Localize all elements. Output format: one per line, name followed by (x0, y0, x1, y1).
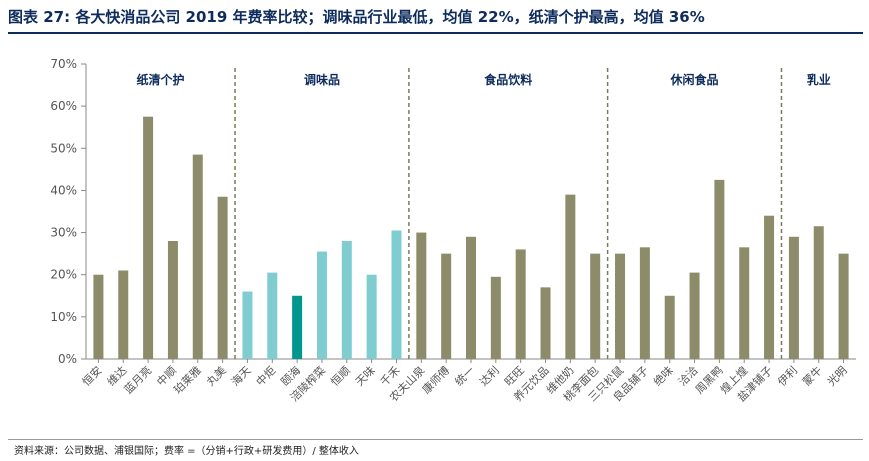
title-divider (8, 32, 863, 34)
bar (118, 270, 129, 359)
group-label: 调味品 (304, 72, 340, 87)
y-tick-label: 10% (50, 310, 77, 324)
bar (341, 241, 352, 359)
group-label: 食品饮料 (483, 72, 532, 87)
group-label: 休闲食品 (670, 72, 719, 87)
y-tick-label: 0% (58, 352, 77, 366)
bar (466, 236, 476, 359)
bar (714, 179, 725, 359)
group-label: 纸清个护 (137, 72, 185, 87)
bar (316, 251, 327, 359)
x-tick-label: 丸美 (204, 364, 229, 389)
y-tick-label: 20% (50, 268, 77, 282)
group-label: 乳业 (807, 72, 831, 87)
x-tick-label: 珀莱雅 (171, 363, 204, 396)
y-tick-label: 50% (50, 141, 77, 155)
footer-divider (8, 439, 863, 440)
bar (192, 154, 203, 359)
bar (838, 253, 849, 359)
bar (739, 247, 750, 359)
bar (590, 253, 601, 359)
bar (292, 295, 303, 359)
bar (689, 272, 700, 359)
x-tick-label: 天味 (353, 364, 378, 389)
x-tick-label: 蓝月亮 (121, 363, 154, 396)
x-tick-label: 绝味 (650, 363, 675, 388)
bar (515, 249, 526, 359)
bar (167, 241, 178, 359)
x-tick-label: 光明 (824, 363, 849, 388)
bar (267, 272, 278, 359)
y-tick-label: 60% (50, 99, 77, 113)
bar (416, 232, 427, 359)
source-note: 资料来源：公司数据、浦银国际；费率 =（分销+行政+研发费用）/ 整体收入 (14, 446, 359, 457)
bar (540, 287, 551, 359)
chart-title: 图表 27: 各大快消品公司 2019 年费率比较；调味品行业最低，均值 22%… (8, 8, 705, 26)
y-tick-label: 30% (50, 226, 77, 240)
x-tick-label: 周黑鸭 (693, 364, 726, 397)
y-tick-label: 70% (50, 57, 77, 71)
x-tick-label: 伊利 (775, 364, 800, 389)
x-tick-label: 海天 (228, 363, 253, 388)
x-tick-label: 蒙牛 (799, 363, 824, 388)
bar (813, 226, 824, 359)
bar (490, 276, 501, 359)
bar (391, 230, 402, 359)
bar (242, 291, 253, 359)
bar (639, 247, 650, 359)
bar (441, 253, 452, 359)
bar (565, 194, 576, 359)
bar (217, 196, 228, 359)
bar (93, 274, 104, 359)
bar (764, 215, 775, 359)
y-tick-label: 40% (50, 183, 77, 197)
bar (664, 295, 675, 359)
bar (788, 236, 799, 359)
bar (366, 274, 377, 359)
bar (615, 253, 626, 359)
x-tick-label: 达利 (477, 364, 502, 389)
bar (143, 116, 154, 359)
x-tick-label: 恒安 (79, 363, 104, 388)
x-tick-label: 统一 (452, 364, 477, 389)
x-tick-label: 康师傅 (419, 363, 452, 396)
x-tick-label: 恒顺 (328, 364, 353, 389)
x-tick-label: 中炬 (254, 364, 279, 389)
